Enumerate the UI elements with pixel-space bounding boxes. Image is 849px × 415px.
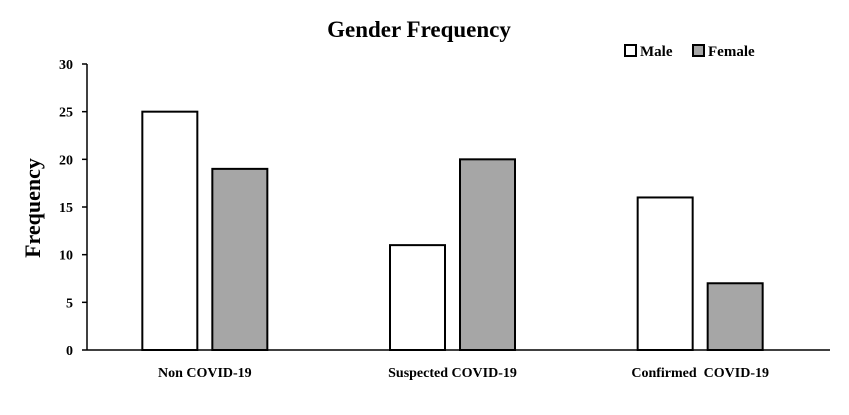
chart-title: Gender Frequency xyxy=(327,17,511,42)
bar-male-2 xyxy=(636,196,694,351)
legend: Male Female xyxy=(624,44,755,60)
y-tick-label: 15 xyxy=(59,201,73,216)
bars xyxy=(141,110,764,351)
bar-male-1 xyxy=(389,244,446,351)
x-category-label: Suspected COVID-19 xyxy=(388,366,517,381)
legend-swatch-female xyxy=(692,44,705,57)
category-labels: Non COVID-19 Suspected COVID-19 Confirmed … xyxy=(158,366,769,381)
bar-male-0 xyxy=(141,110,199,351)
y-axis-label: Frequency xyxy=(20,158,45,258)
y-tick-label: 20 xyxy=(59,153,73,168)
y-tick-label: 0 xyxy=(66,344,73,359)
x-category-label: Non COVID-19 xyxy=(158,366,252,381)
bar-female-1 xyxy=(459,158,516,351)
x-category-label: Confirmed COVID-19 xyxy=(631,366,769,381)
legend-label-male: Male xyxy=(640,44,673,60)
y-ticks: 0 5 10 15 20 25 30 xyxy=(59,58,87,359)
legend-label-female: Female xyxy=(708,44,755,60)
bar-female-0 xyxy=(211,167,269,351)
bar-female-2 xyxy=(706,282,764,351)
y-tick-label: 10 xyxy=(59,249,73,264)
legend-swatch-male xyxy=(624,44,637,57)
y-tick-label: 25 xyxy=(59,106,73,121)
y-tick-label: 30 xyxy=(59,58,73,73)
y-tick-label: 5 xyxy=(66,296,73,311)
